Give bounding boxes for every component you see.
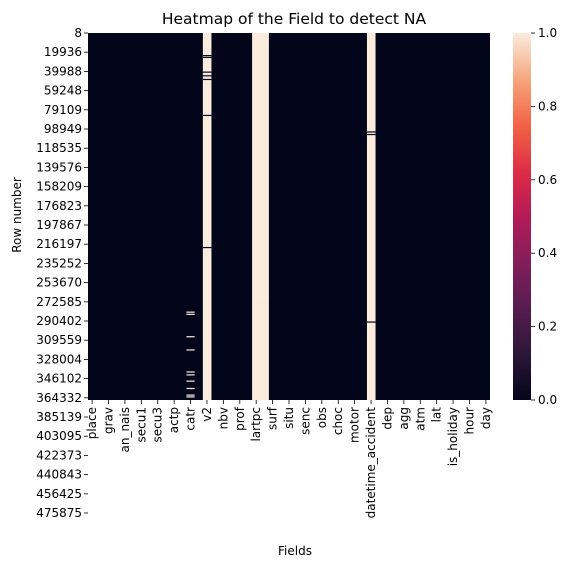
missing-line-catr bbox=[186, 396, 195, 398]
present-line-v2 bbox=[202, 56, 212, 59]
y-tick-label: 19936 bbox=[44, 45, 82, 59]
missing-line-catr bbox=[186, 387, 195, 390]
y-tick-label: 118535 bbox=[36, 141, 82, 155]
y-axis-label: Row number bbox=[10, 177, 24, 253]
present-line-datetime_accident bbox=[366, 133, 376, 136]
y-tick-label: 216197 bbox=[36, 237, 82, 251]
missing-line-catr bbox=[186, 311, 195, 313]
x-tick-label: is_holiday bbox=[446, 407, 460, 466]
present-line-v2 bbox=[202, 75, 212, 77]
missing-cell-v2 bbox=[202, 33, 212, 400]
y-tick-label: 290402 bbox=[36, 314, 82, 328]
colorbar-tick-label: 0.4 bbox=[538, 246, 557, 260]
missing-line-catr bbox=[186, 349, 195, 351]
y-tick-label: 98949 bbox=[44, 122, 82, 136]
x-tick-label: prof bbox=[233, 406, 247, 431]
missing-line-catr bbox=[186, 336, 195, 338]
x-tick-label: catr bbox=[184, 407, 198, 431]
missing-line-catr bbox=[186, 313, 195, 315]
colorbar-tick-label: 0.2 bbox=[538, 320, 557, 334]
present-line-v2 bbox=[202, 114, 212, 117]
missing-line-catr bbox=[186, 374, 195, 376]
y-tick-label: 197867 bbox=[36, 218, 82, 232]
x-tick-label: grav bbox=[102, 407, 116, 434]
x-tick-label: situ bbox=[282, 407, 296, 429]
x-tick-label: lat bbox=[430, 407, 444, 423]
y-tick-label: 8 bbox=[74, 26, 82, 40]
x-tick-label: surf bbox=[266, 406, 280, 430]
y-tick-label: 346102 bbox=[36, 372, 82, 386]
x-tick-label: secu3 bbox=[151, 407, 165, 442]
colorbar-tick-label: 0.0 bbox=[538, 393, 557, 407]
x-tick-label: motor bbox=[348, 407, 362, 443]
present-line-datetime_accident bbox=[366, 321, 376, 323]
heatmap-background bbox=[88, 33, 490, 400]
x-axis-label: Fields bbox=[278, 544, 312, 558]
present-line-v2 bbox=[202, 55, 212, 57]
y-tick-label: 176823 bbox=[36, 199, 82, 213]
y-axis: 8 19936 39988 59248 79109 98949 118535 139576 15… bbox=[36, 26, 88, 520]
y-tick-label: 272585 bbox=[36, 295, 82, 309]
x-tick-label: atm bbox=[413, 407, 427, 431]
missing-cell-larrout bbox=[260, 302, 269, 400]
x-tick-label: secu1 bbox=[134, 407, 148, 442]
x-tick-label: an_nais bbox=[118, 407, 132, 453]
chart-title: Heatmap of the Field to detect NA bbox=[162, 10, 427, 28]
y-tick-label: 456425 bbox=[36, 487, 82, 501]
x-tick-label: choc bbox=[331, 407, 345, 435]
heatmap-plot bbox=[88, 33, 490, 400]
colorbar-tick-label: 1.0 bbox=[538, 26, 557, 40]
y-tick-label: 139576 bbox=[36, 160, 82, 174]
y-tick-label: 440843 bbox=[36, 468, 82, 482]
y-tick-label: 79109 bbox=[44, 103, 82, 117]
y-tick-label: 235252 bbox=[36, 256, 82, 270]
y-tick-label: 39988 bbox=[44, 64, 82, 78]
present-line-v2 bbox=[202, 78, 212, 81]
missing-line-catr bbox=[186, 371, 195, 373]
x-tick-label: obs bbox=[315, 407, 329, 428]
x-tick-label: actp bbox=[167, 407, 181, 433]
colorbar: 0.0 0.2 0.4 0.6 0.8 1.0 bbox=[513, 26, 557, 407]
y-tick-label: 158209 bbox=[36, 180, 82, 194]
x-tick-label: lartpc bbox=[249, 407, 263, 442]
x-tick-label: agg bbox=[397, 407, 411, 430]
missing-cell-datetime_accident bbox=[366, 33, 376, 400]
present-line-v2 bbox=[202, 246, 212, 249]
x-tick-label: day bbox=[479, 407, 493, 429]
y-tick-label: 475875 bbox=[36, 506, 82, 520]
x-tick-label: nbv bbox=[216, 407, 230, 429]
y-tick-label: 328004 bbox=[36, 352, 82, 366]
x-tick-label: dep bbox=[380, 407, 394, 430]
x-tick-label: datetime_accident bbox=[364, 407, 378, 519]
x-tick-label: hour bbox=[462, 407, 476, 435]
y-tick-label: 364332 bbox=[36, 391, 82, 405]
y-tick-label: 385139 bbox=[36, 410, 82, 424]
x-tick-label: place bbox=[85, 407, 99, 439]
present-line-v2 bbox=[202, 71, 212, 73]
y-tick-label: 309559 bbox=[36, 333, 82, 347]
colorbar-gradient bbox=[513, 33, 531, 400]
missing-cell-lartpc bbox=[252, 302, 261, 400]
missing-line-catr bbox=[186, 380, 195, 382]
y-tick-label: 59248 bbox=[44, 84, 82, 98]
x-tick-label: v2 bbox=[200, 407, 214, 422]
colorbar-tick-label: 0.8 bbox=[538, 99, 557, 113]
y-tick-label: 422373 bbox=[36, 448, 82, 462]
missing-cell-lartpc bbox=[252, 33, 261, 303]
x-tick-label: senc bbox=[298, 407, 312, 435]
y-tick-label: 253670 bbox=[36, 276, 82, 290]
x-axis: place grav an_nais secu1 secu3 actp catr v2 nbv p… bbox=[85, 400, 493, 518]
missing-cell-larrout bbox=[260, 33, 269, 303]
missing-line-catr bbox=[186, 394, 195, 396]
colorbar-tick-label: 0.6 bbox=[538, 173, 557, 187]
y-tick-label: 403095 bbox=[36, 429, 82, 443]
present-line-datetime_accident bbox=[366, 131, 376, 133]
